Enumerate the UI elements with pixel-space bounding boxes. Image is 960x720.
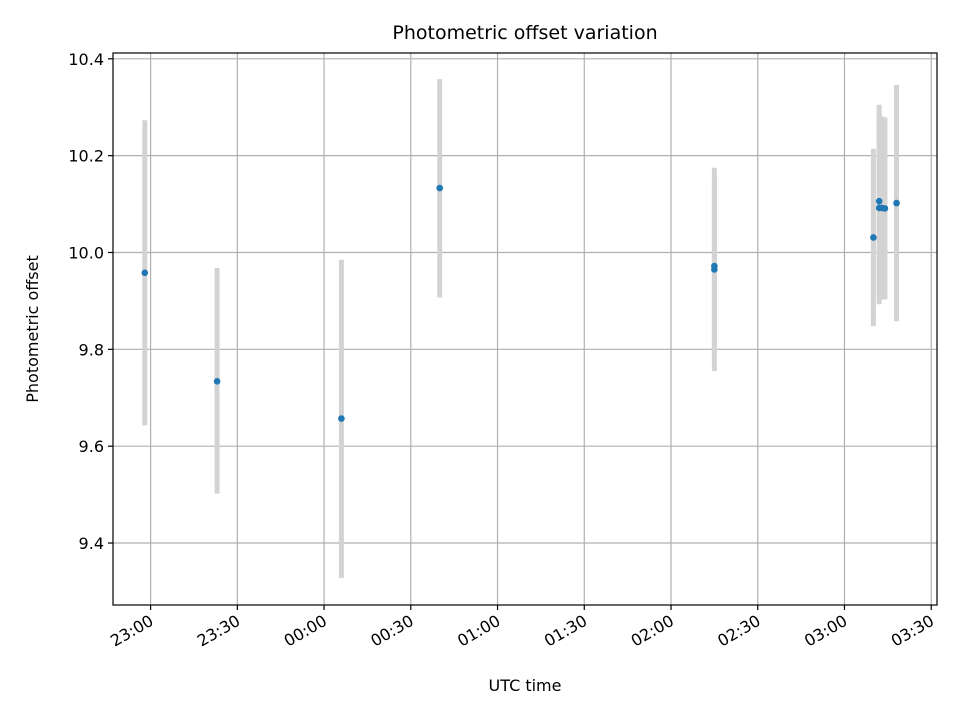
error-bars	[142, 79, 900, 578]
y-tick-label: 9.4	[79, 534, 104, 553]
y-axis-label: Photometric offset	[23, 255, 42, 403]
data-point	[213, 377, 221, 385]
x-tick-label: 01:30	[541, 611, 590, 651]
x-tick-label: 02:00	[628, 611, 677, 651]
data-point	[141, 269, 149, 277]
x-axis-label: UTC time	[489, 676, 562, 695]
data-point	[881, 205, 889, 212]
y-tick-label: 10.2	[68, 147, 104, 166]
y-tick-label: 10.0	[68, 243, 104, 262]
data-point	[875, 197, 883, 205]
x-tick-label: 01:00	[454, 611, 503, 651]
y-tick-label: 9.6	[79, 437, 104, 456]
x-axis-ticks: 23:00 23:30 00:00 00:30 01:00 01:30 02:00 02:30…	[107, 605, 937, 651]
x-tick-label: 02:30	[714, 611, 763, 651]
x-tick-label: 23:30	[194, 611, 243, 651]
y-tick-label: 10.4	[68, 50, 104, 69]
x-tick-label: 03:00	[801, 611, 850, 651]
data-points	[141, 184, 900, 422]
data-point	[711, 262, 718, 270]
y-tick-label: 9.8	[79, 340, 104, 359]
x-tick-label: 00:30	[367, 611, 416, 651]
chart-title: Photometric offset variation	[392, 22, 657, 44]
data-point	[436, 184, 444, 192]
data-point	[338, 415, 345, 422]
y-axis-ticks: 9.4 9.6 9.8 10.0 10.2 10.4	[68, 50, 113, 553]
data-point	[893, 199, 900, 207]
x-tick-label: 00:00	[281, 611, 330, 651]
data-point	[870, 234, 877, 241]
x-tick-label: 23:00	[107, 611, 156, 651]
x-tick-label: 03:30	[888, 611, 937, 651]
grid-lines	[113, 53, 937, 605]
plot-frame	[112, 52, 938, 606]
